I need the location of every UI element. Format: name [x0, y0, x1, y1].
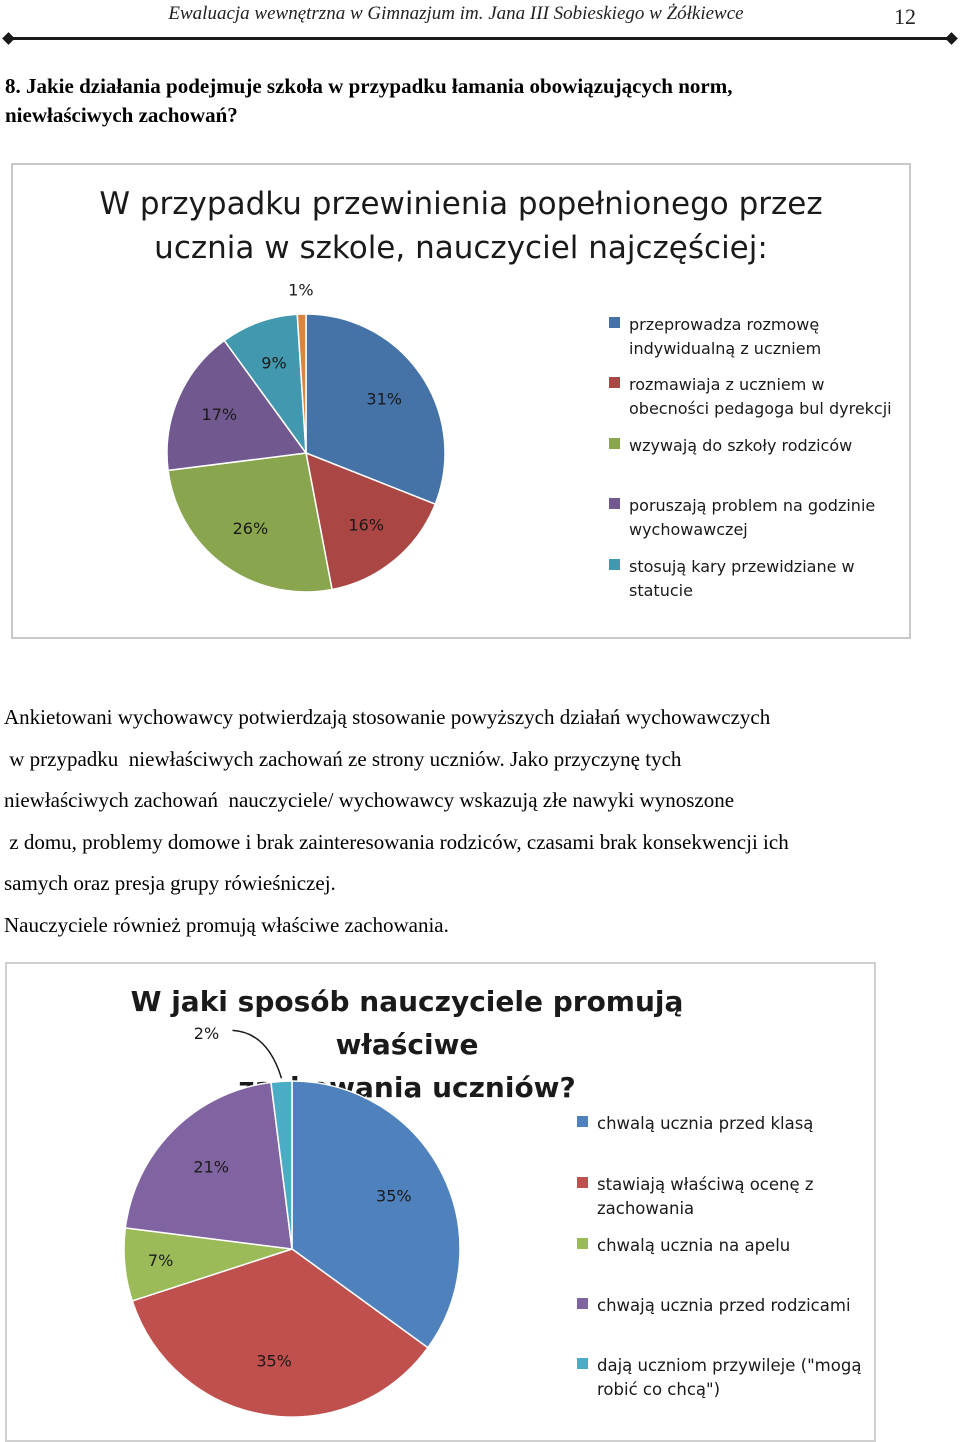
legend-swatch	[577, 1358, 588, 1369]
pie-slice	[305, 313, 446, 506]
data-label: 26%	[233, 519, 269, 538]
legend-label-line: chwają ucznia przed rodzicami	[597, 1296, 851, 1315]
legend-label-line: poruszają problem na godzinie	[629, 496, 876, 515]
legend-swatch	[609, 559, 620, 570]
legend-label-line: statucie	[629, 581, 693, 600]
question-heading: 8. Jakie działania podejmuje szkoła w pr…	[5, 72, 905, 130]
paragraph-line: niewłaściwych zachowań nauczyciele/ wych…	[4, 788, 735, 812]
data-label: 17%	[202, 405, 238, 424]
legend-label: chwalą ucznia na apelu	[597, 1234, 867, 1258]
legend-swatch	[577, 1238, 588, 1249]
chart-title-line-1: W przypadku przewinienia popełnionego pr…	[99, 186, 823, 222]
pie-slice	[124, 1081, 293, 1250]
legend-swatch	[609, 498, 620, 509]
legend-label-line: robić co chcą")	[597, 1380, 721, 1399]
paragraph-line: Nauczyciele również promują właściwe zac…	[4, 912, 449, 937]
paragraph-line: samych oraz presja grupy rówieśniczej.	[4, 871, 336, 895]
pie-chart: 31% 16% 26% 17% 9% 1%	[166, 281, 446, 593]
legend-swatch	[577, 1177, 588, 1188]
data-label: 2%	[194, 1024, 219, 1043]
data-label: 35%	[376, 1187, 412, 1206]
legend-label-line: stosują kary przewidziane w	[629, 557, 855, 576]
pie-slice	[296, 313, 307, 454]
chart-title-line-1: W jaki sposób nauczyciele promują właści…	[130, 985, 684, 1061]
legend-label-line: dają uczniom przywileje ("mogą	[597, 1356, 862, 1375]
legend-label-line: obecności pedagoga bul dyrekcji	[629, 399, 892, 418]
pie-slice	[166, 339, 308, 472]
legend-label-line: wzywają do szkoły rodziców	[629, 436, 853, 455]
data-label: 35%	[256, 1351, 292, 1370]
page-number: 12	[894, 4, 916, 29]
pie-slice	[167, 452, 333, 593]
chart-misconduct-actions: W przypadku przewinienia popełnionego pr…	[11, 163, 911, 639]
data-label: 21%	[193, 1158, 229, 1177]
data-label: 16%	[348, 515, 384, 534]
chart-promote-behaviour: W jaki sposób nauczyciele promują właści…	[5, 962, 876, 1442]
body-paragraph: Ankietowani wychowawcy potwierdzają stos…	[4, 697, 954, 946]
legend-swatch	[609, 317, 620, 328]
legend-label: dają uczniom przywileje ("mogą robić co c…	[597, 1354, 867, 1402]
chart-title: W przypadku przewinienia popełnionego pr…	[13, 182, 909, 270]
pie-slice	[270, 1080, 293, 1250]
data-label: 1%	[288, 281, 313, 300]
paragraph-line: Ankietowani wychowawcy potwierdzają stos…	[4, 705, 771, 729]
legend-label: poruszają problem na godzinie wychowawcze…	[629, 494, 899, 542]
legend-label: przeprowadza rozmowę indywidualną z uczni…	[629, 313, 899, 361]
paragraph-line: z domu, problemy domowe i brak zainteres…	[4, 829, 789, 854]
pie-slice	[291, 1080, 461, 1349]
legend-label-line: rozmawiaja z uczniem w	[629, 375, 825, 394]
data-label: 7%	[148, 1251, 173, 1270]
pie-chart: 35% 35% 7% 21% 2%	[123, 1024, 461, 1418]
legend-label-line: chwalą ucznia przed klasą	[597, 1114, 814, 1133]
legend-label: chwają ucznia przed rodzicami	[597, 1294, 867, 1318]
pie-slice	[223, 313, 307, 456]
paragraph-line: w przypadku niewłaściwych zachowań ze st…	[4, 746, 682, 771]
legend-swatch	[577, 1116, 588, 1127]
legend-label: stawiają właściwą ocenę z zachowania	[597, 1173, 867, 1221]
legend-label: wzywają do szkoły rodziców	[629, 434, 899, 458]
question-line-1: 8. Jakie działania podejmuje szkoła w pr…	[5, 74, 733, 98]
legend-label-line: chwalą ucznia na apelu	[597, 1236, 791, 1255]
data-label: 31%	[366, 389, 402, 408]
question-line-2: niewłaściwych zachowań?	[5, 103, 238, 127]
legend-label-line: przeprowadza rozmowę	[629, 315, 820, 334]
legend-label-line: indywidualną z uczniem	[629, 339, 822, 358]
chart-title-line-2: ucznia w szkole, nauczyciel najczęściej:	[154, 230, 768, 266]
legend-label: rozmawiaja z uczniem w obecności pedagoga…	[629, 373, 899, 421]
legend-swatch	[609, 377, 620, 388]
pie-slice	[131, 1248, 429, 1418]
header-title: Ewaluacja wewnętrzna w Gimnazjum im. Jan…	[168, 3, 744, 24]
legend-label: stosują kary przewidziane w statucie	[629, 555, 899, 603]
label-leader-line	[232, 1029, 283, 1079]
legend-label-line: stawiają właściwą ocenę z	[597, 1175, 814, 1194]
data-label: 9%	[261, 354, 286, 373]
legend-label: chwalą ucznia przed klasą	[597, 1112, 867, 1136]
legend-label-line: zachowania	[597, 1199, 695, 1218]
pie-slice	[305, 451, 437, 591]
header-divider	[8, 37, 952, 40]
legend-swatch	[577, 1298, 588, 1309]
legend-label-line: wychowawczej	[629, 520, 748, 539]
legend-swatch	[609, 438, 620, 449]
